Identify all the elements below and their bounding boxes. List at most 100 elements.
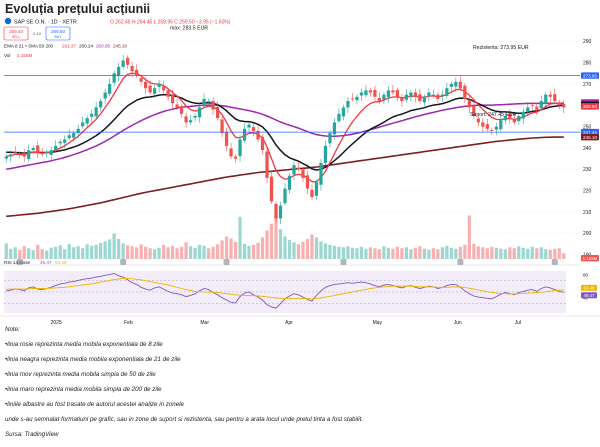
sell-button[interactable] <box>3 26 29 41</box>
volume-bar <box>90 245 94 259</box>
candle-body <box>562 104 566 108</box>
volume-bar <box>27 248 31 259</box>
event-markers <box>16 259 558 265</box>
candle-body <box>54 145 58 151</box>
candle-body <box>436 94 440 99</box>
tradingview-chart[interactable]: 290280270260250240230220210200190273.952… <box>0 15 600 333</box>
volume-bar <box>260 237 265 259</box>
candle-body <box>170 94 175 104</box>
candle-body <box>400 98 404 102</box>
volume-bar <box>49 247 53 259</box>
volume-bar <box>54 246 58 259</box>
volume-bar <box>521 247 525 259</box>
note-line-sma50: •linia mov reprezinta media mobila simpl… <box>5 371 156 378</box>
candle-body <box>251 127 256 131</box>
rsi-value: 49.47 <box>40 260 52 265</box>
volume-bar <box>67 243 71 259</box>
chart-svg[interactable]: 290280270260250240230220210200190273.952… <box>0 15 600 333</box>
volume-bar <box>103 241 107 259</box>
vol-badge <box>581 255 599 262</box>
spread-value: 0.10 <box>33 31 42 36</box>
volume-bar <box>449 247 453 259</box>
price-tick: 200 <box>583 231 592 237</box>
buy-button[interactable] <box>45 26 71 41</box>
volume-bar <box>296 244 301 259</box>
volume-bar <box>197 244 202 259</box>
ema21-path <box>6 93 564 171</box>
volume-bar <box>454 248 458 259</box>
candle-body <box>67 135 71 139</box>
rsi-badge-label: 49.47 <box>584 293 596 298</box>
volume-bar <box>278 229 283 259</box>
volume-bar <box>81 248 85 259</box>
candle-body <box>517 115 521 122</box>
candle-body <box>305 175 310 189</box>
ma-value-sma50: 260.95 <box>96 44 110 49</box>
ema21-line <box>6 93 564 171</box>
candle-body <box>99 101 103 108</box>
candle-body <box>117 66 121 76</box>
candle-body <box>494 126 498 130</box>
candle-body <box>292 165 296 175</box>
candle-body <box>368 90 373 93</box>
candle-body <box>314 182 319 196</box>
volume-bar <box>148 248 152 259</box>
candle-body <box>108 83 112 94</box>
volume-bar <box>364 248 368 259</box>
volume-bar <box>265 230 269 259</box>
note-line-blue: •liniile albastre au fost trasate de aut… <box>5 401 184 408</box>
volume-bar <box>170 245 175 259</box>
notes-source: Sursa: TradingView <box>5 431 59 438</box>
candle-body <box>485 124 489 129</box>
candle-body <box>139 77 143 82</box>
candle-body <box>103 92 107 99</box>
volume-bar <box>409 249 413 259</box>
volume-bar <box>382 246 386 259</box>
volume-bar <box>193 247 197 259</box>
volume-bar <box>548 249 552 259</box>
volume-bar <box>144 246 148 259</box>
volume-bar <box>242 243 247 259</box>
note-line-sma200: •linia maro reprezinta media mobila simp… <box>5 386 162 393</box>
volume-bar <box>526 248 530 259</box>
candle-body <box>36 145 40 153</box>
candle-body <box>184 116 188 123</box>
candle-body <box>283 188 287 204</box>
time-tick: Feb <box>124 320 133 326</box>
candle-body <box>18 153 22 155</box>
ma-value-ema21: 260.24 <box>79 44 93 49</box>
price-badge <box>581 72 599 79</box>
volume-bar <box>413 247 418 259</box>
volume-bar <box>166 247 170 259</box>
volume-bar <box>310 234 314 259</box>
candle-body <box>287 175 292 190</box>
volume-bars <box>4 213 566 259</box>
candle-body <box>328 133 332 144</box>
resistance-annotation: Rezistenta: 273.95 EUR <box>473 45 529 51</box>
candle-body <box>152 88 157 94</box>
candle-body <box>364 90 368 96</box>
volume-bar <box>373 248 377 259</box>
volume-bar <box>9 248 13 259</box>
volume-bar <box>161 244 166 259</box>
candle-body <box>539 101 543 109</box>
volume-bar <box>553 248 557 259</box>
ema8-line <box>6 72 564 183</box>
candle-body <box>148 85 152 93</box>
ma-value-sma200: 245.10 <box>113 44 127 49</box>
volume-bar <box>58 245 62 259</box>
price-tick: 210 <box>583 210 592 216</box>
candlesticks[interactable] <box>4 54 566 224</box>
candle-body <box>85 118 89 124</box>
candle-body <box>526 107 530 112</box>
volume-bar <box>188 246 193 259</box>
volume-bar <box>512 248 516 259</box>
candle-body <box>4 156 8 159</box>
candle-body <box>440 94 444 97</box>
price-badge-label: 273.95 <box>583 73 597 78</box>
candle-body <box>476 118 480 123</box>
page-title: Evoluția prețului acțiunii <box>5 2 151 16</box>
time-tick: Apr <box>285 320 293 326</box>
volume-bar <box>135 247 139 259</box>
volume-bar <box>76 246 80 259</box>
